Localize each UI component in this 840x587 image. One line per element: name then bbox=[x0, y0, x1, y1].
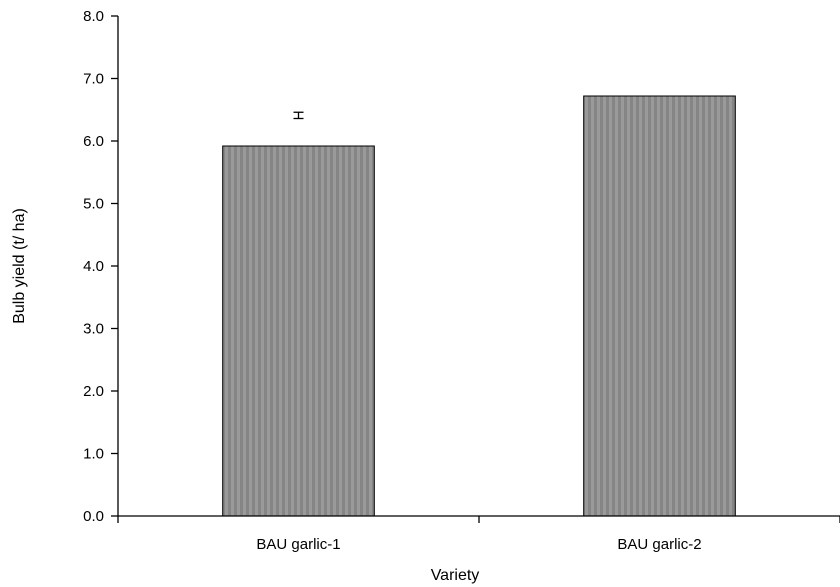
x-axis-title: Variety bbox=[431, 567, 480, 584]
bars-layer bbox=[222, 95, 736, 517]
y-tick-label-0-0: 0.0 bbox=[83, 508, 104, 525]
y-tick-label-1-0: 1.0 bbox=[83, 446, 104, 463]
x-axis: BAU garlic-1 BAU garlic-2 bbox=[117, 515, 840, 553]
x-tick-label-bau-garlic-2: BAU garlic-2 bbox=[617, 536, 701, 553]
y-tick-label-7-0: 7.0 bbox=[83, 71, 104, 88]
error-bar bbox=[293, 111, 304, 120]
x-tick-label-bau-garlic-1: BAU garlic-1 bbox=[256, 536, 340, 553]
y-tick-label-6-0: 6.0 bbox=[83, 133, 104, 150]
y-tick-label-8-0: 8.0 bbox=[83, 8, 104, 25]
bar-bau-garlic-1 bbox=[222, 145, 375, 517]
y-axis-title: Bulb yield (t/ ha) bbox=[11, 208, 28, 324]
y-tick-label-4-0: 4.0 bbox=[83, 258, 104, 275]
y-ticks: 0.0 1.0 2.0 3.0 4.0 5.0 6.0 7.0 8.0 bbox=[83, 8, 118, 525]
y-tick-label-3-0: 3.0 bbox=[83, 321, 104, 338]
y-axis: 0.0 1.0 2.0 3.0 4.0 5.0 6.0 7.0 8.0 bbox=[83, 8, 119, 525]
bar-bau-garlic-2 bbox=[583, 95, 736, 517]
y-tick-label-2-0: 2.0 bbox=[83, 383, 104, 400]
y-tick-label-5-0: 5.0 bbox=[83, 196, 104, 213]
